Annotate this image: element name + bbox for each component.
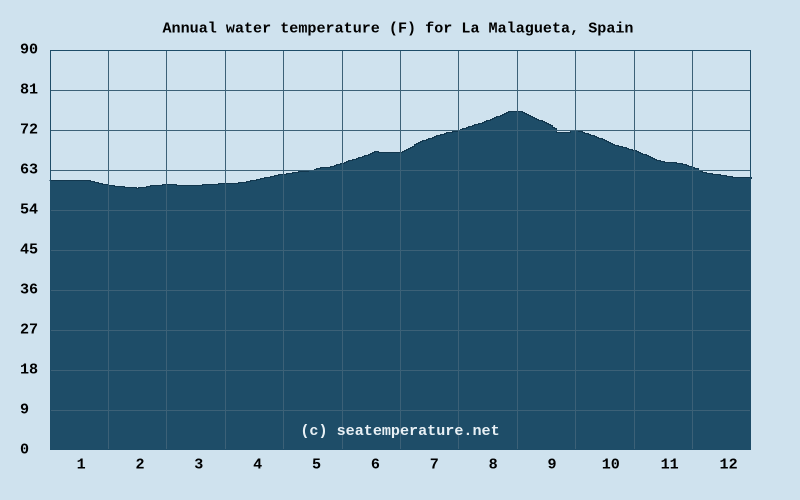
svg-text:(c) seatemperature.net: (c) seatemperature.net	[300, 422, 499, 440]
svg-text:11: 11	[661, 456, 679, 474]
svg-text:9: 9	[547, 456, 556, 474]
svg-text:3: 3	[194, 456, 203, 474]
svg-text:90: 90	[20, 41, 38, 59]
svg-text:63: 63	[20, 161, 38, 179]
svg-text:1: 1	[77, 456, 86, 474]
svg-text:10: 10	[602, 456, 620, 474]
svg-text:81: 81	[20, 81, 38, 99]
svg-text:36: 36	[20, 281, 38, 299]
svg-text:5: 5	[312, 456, 321, 474]
svg-text:54: 54	[20, 201, 38, 219]
svg-text:4: 4	[253, 456, 262, 474]
svg-text:8: 8	[489, 456, 498, 474]
svg-text:7: 7	[430, 456, 439, 474]
svg-text:12: 12	[720, 456, 738, 474]
svg-text:45: 45	[20, 241, 38, 259]
svg-text:72: 72	[20, 121, 38, 139]
svg-text:0: 0	[20, 441, 29, 459]
svg-text:9: 9	[20, 401, 29, 419]
svg-text:6: 6	[371, 456, 380, 474]
svg-text:2: 2	[135, 456, 144, 474]
svg-text:Annual water temperature (F) f: Annual water temperature (F) for La Mala…	[162, 20, 633, 38]
svg-text:18: 18	[20, 361, 38, 379]
svg-text:27: 27	[20, 321, 38, 339]
